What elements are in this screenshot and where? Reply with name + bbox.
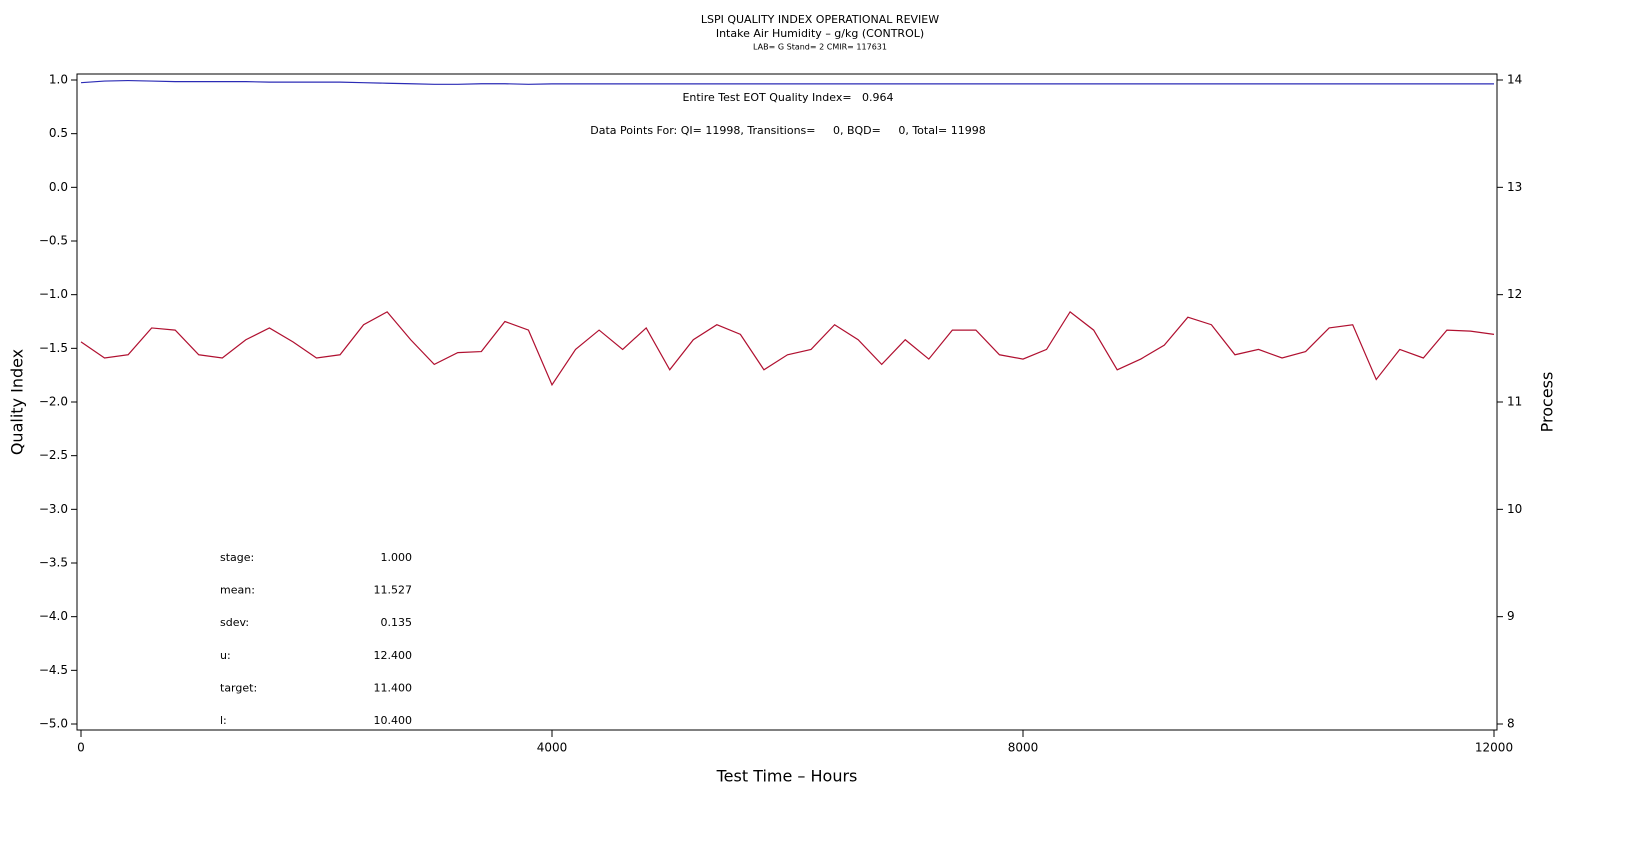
stat-label: sdev: (220, 616, 249, 629)
y-tick-label: 0.0 (49, 180, 68, 194)
stat-value: 1.000 (381, 551, 413, 564)
y2-tick-label: 14 (1507, 73, 1522, 87)
y-tick-label: 1.0 (49, 73, 68, 87)
y2-tick-label: 8 (1507, 717, 1515, 731)
y-tick-label: 0.5 (49, 126, 68, 140)
x-axis-title: Test Time – Hours (716, 767, 858, 786)
stat-value: 11.527 (374, 584, 413, 597)
y2-tick-label: 9 (1507, 609, 1515, 623)
stat-value: 10.400 (374, 714, 413, 727)
annotation: Entire Test EOT Quality Index= 0.964 (682, 91, 893, 104)
x-tick-label: 4000 (537, 741, 568, 755)
x-tick-label: 0 (77, 741, 85, 755)
y-axis-title: Quality Index (8, 349, 27, 455)
y-tick-label: −0.5 (39, 234, 68, 248)
y-tick-label: −4.5 (39, 663, 68, 677)
y2-tick-label: 13 (1507, 180, 1522, 194)
y-tick-label: −3.5 (39, 556, 68, 570)
x-tick-label: 12000 (1475, 741, 1513, 755)
y-tick-label: −5.0 (39, 717, 68, 731)
y2-axis-title: Process (1538, 372, 1557, 433)
stat-value: 12.400 (374, 649, 413, 662)
series-line (80, 79, 1494, 85)
series-line (80, 310, 1495, 387)
y-tick-label: −3.0 (39, 502, 68, 516)
stat-value: 11.400 (374, 681, 413, 694)
y2-tick-label: 10 (1507, 502, 1522, 516)
x-tick-label: 8000 (1008, 741, 1039, 755)
chart-subtitle: Intake Air Humidity – g/kg (CONTROL) (716, 27, 924, 40)
annotation: Data Points For: QI= 11998, Transitions=… (590, 124, 985, 137)
stat-label: target: (220, 681, 257, 694)
stat-label: u: (220, 649, 231, 662)
stat-label: stage: (220, 551, 254, 564)
chart-caption: LAB= G Stand= 2 CMIR= 117631 (753, 43, 887, 52)
stat-label: l: (220, 714, 227, 727)
y-tick-label: −1.5 (39, 341, 68, 355)
y-tick-label: −4.0 (39, 609, 68, 623)
y2-tick-label: 12 (1507, 287, 1522, 301)
y-tick-label: −2.0 (39, 395, 68, 409)
y2-tick-label: 11 (1507, 395, 1522, 409)
stat-label: mean: (220, 584, 255, 597)
stat-value: 0.135 (381, 616, 413, 629)
y-tick-label: −1.0 (39, 287, 68, 301)
plot-frame (76, 73, 1498, 731)
chart-title: LSPI QUALITY INDEX OPERATIONAL REVIEW (701, 13, 939, 26)
y-tick-label: −2.5 (39, 448, 68, 462)
